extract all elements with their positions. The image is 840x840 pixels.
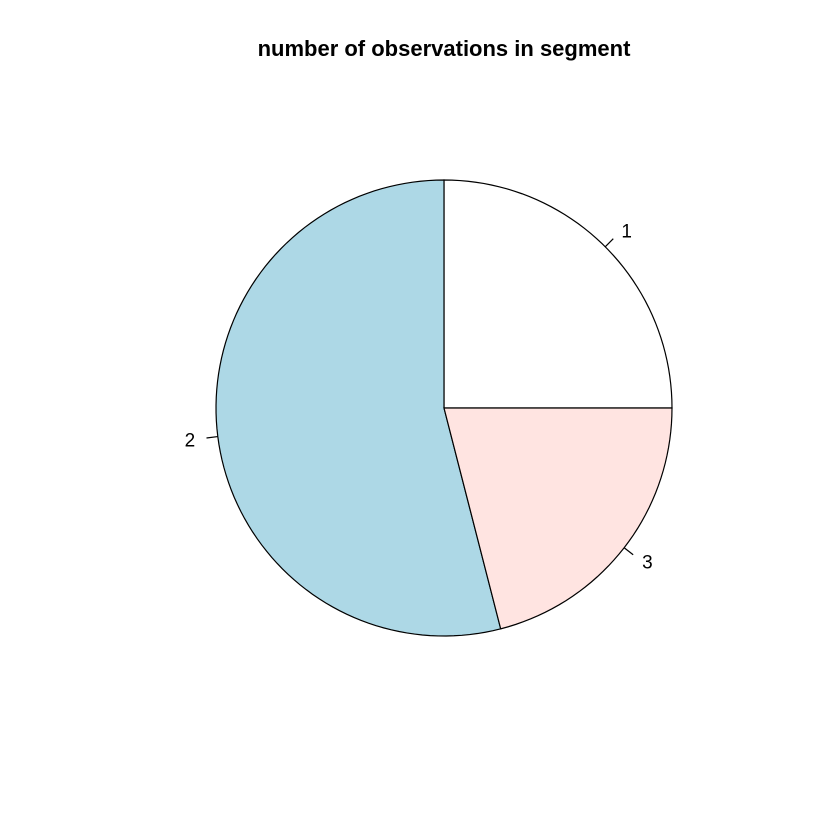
pie-label-3: 3 <box>642 553 653 574</box>
pie-slice-1 <box>443 179 673 409</box>
chart-title: number of observations in segment <box>257 36 631 61</box>
pie-label-tick-2 <box>206 435 218 439</box>
pie-label-tick-1 <box>604 238 614 248</box>
pie-label-2: 2 <box>185 430 196 451</box>
pie-label-tick-3 <box>623 547 634 556</box>
pie-label-1: 1 <box>621 222 632 243</box>
